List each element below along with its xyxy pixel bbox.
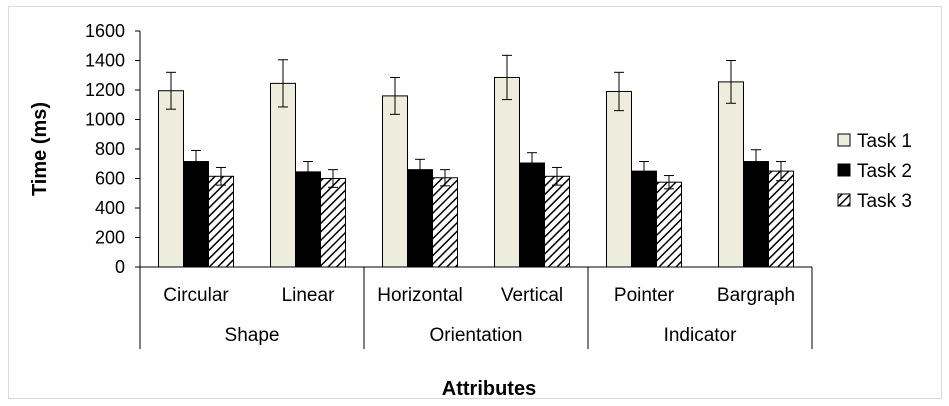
bar-task-3 [656, 181, 682, 268]
y-tick-label: 1000 [85, 110, 125, 130]
bar-task-1 [606, 90, 632, 268]
category-label: Vertical [501, 285, 563, 306]
legend-label: Task 2 [857, 161, 912, 182]
y-tick-label: 0 [115, 257, 125, 277]
chart-frame [8, 6, 942, 399]
bar-task-1 [494, 76, 520, 268]
category-label: Linear [282, 285, 335, 306]
bar-task-3 [544, 175, 570, 268]
y-tick-label: 1600 [85, 21, 125, 41]
y-axis-title: Time (ms) [29, 102, 51, 196]
category-label: Bargraph [717, 285, 795, 306]
category-label: Circular [163, 285, 229, 306]
y-tick-label: 1400 [85, 51, 125, 71]
category-label: Pointer [614, 285, 675, 306]
y-tick-label: 1200 [85, 80, 125, 100]
bar-task-1 [718, 81, 744, 268]
y-tick-label: 800 [95, 139, 125, 159]
category-label: Horizontal [377, 285, 463, 306]
bar-task-1 [270, 82, 296, 268]
legend-swatch [837, 193, 851, 207]
bar-task-1 [158, 90, 184, 268]
legend-swatch [837, 133, 851, 147]
y-tick-label: 200 [95, 228, 125, 248]
x-axis-title: Attributes [442, 378, 536, 400]
legend-label: Task 3 [857, 191, 912, 212]
bar-task-3 [432, 177, 458, 268]
bar-task-2 [519, 162, 545, 268]
bar-task-3 [768, 170, 794, 268]
bar-task-3 [320, 178, 346, 268]
legend-swatch [837, 163, 851, 177]
group-label: Shape [225, 325, 280, 346]
y-tick-label: 400 [95, 198, 125, 218]
group-label: Orientation [430, 325, 523, 346]
legend-label: Task 1 [857, 131, 912, 152]
bar-task-2 [631, 170, 657, 268]
bar-task-2 [407, 169, 433, 268]
group-label: Indicator [664, 325, 738, 346]
bar-task-2 [743, 161, 769, 268]
bar-task-1 [382, 95, 408, 268]
y-tick-label: 600 [95, 169, 125, 189]
bar-task-2 [295, 171, 321, 268]
bar-task-3 [208, 175, 234, 268]
bar-task-2 [183, 161, 209, 268]
